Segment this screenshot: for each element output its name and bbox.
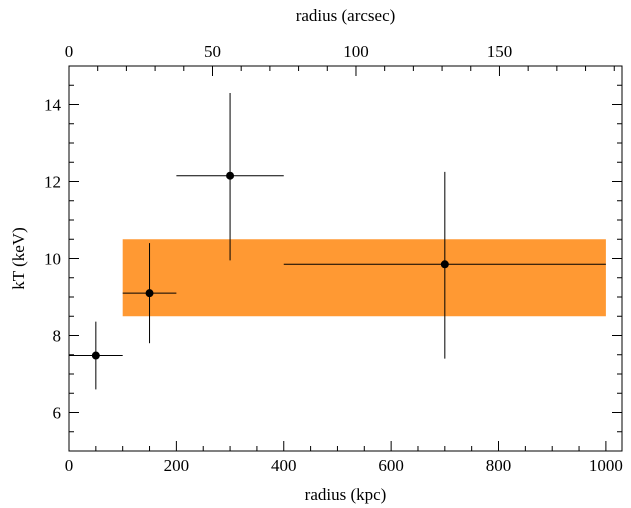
data-point	[122, 243, 177, 344]
y-tick-label: 8	[53, 327, 62, 346]
y-tick-label: 14	[44, 96, 62, 115]
data-point	[176, 92, 284, 261]
data-marker	[440, 260, 449, 269]
y-axis-title: kT (keV)	[9, 227, 28, 289]
x-axis-title: radius (kpc)	[305, 485, 387, 504]
top-x-axis-title: radius (arcsec)	[296, 6, 396, 25]
top-x-tick-label: 100	[343, 42, 369, 61]
confidence-band-layer	[122, 239, 606, 317]
x-tick-label: 600	[378, 456, 404, 475]
data-marker	[145, 289, 154, 298]
data-marker	[226, 171, 235, 180]
top-x-tick-label: 150	[487, 42, 513, 61]
data-point	[69, 321, 123, 390]
data-point	[283, 171, 606, 359]
x-tick-label: 0	[65, 456, 74, 475]
y-tick-label: 6	[53, 404, 62, 423]
y-tick-label: 10	[44, 250, 61, 269]
data-points-layer	[69, 92, 606, 390]
x-tick-label: 1000	[589, 456, 623, 475]
x-tick-label: 800	[486, 456, 512, 475]
y-tick-label: 12	[44, 173, 61, 192]
temperature-band	[122, 239, 606, 317]
x-tick-label: 400	[271, 456, 297, 475]
top-x-tick-label: 50	[204, 42, 221, 61]
data-marker	[91, 351, 100, 360]
x-tick-label: 200	[164, 456, 190, 475]
ticks-layer: 0 200 400 600 800 1000 0 50 100 150 6 8 10 12 14	[44, 42, 623, 475]
top-x-tick-label: 0	[65, 42, 74, 61]
